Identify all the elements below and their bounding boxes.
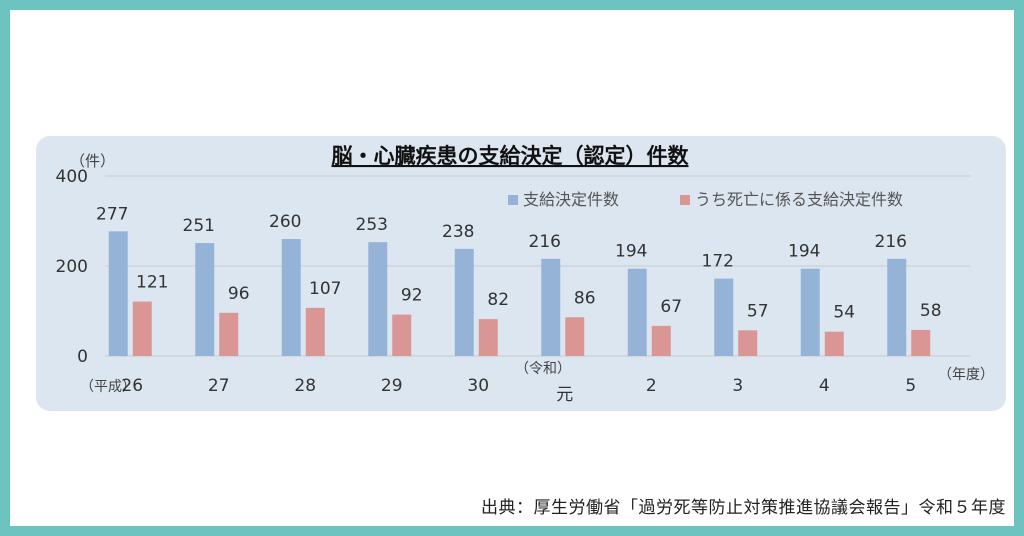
bar: [887, 258, 907, 356]
data-label: 216: [529, 232, 561, 252]
bar: [627, 268, 647, 356]
plot-area: 0200400277121262519627260107282539229238…: [56, 167, 970, 405]
legend: 支給決定件数 うち死亡に係る支給決定件数: [508, 190, 903, 209]
bar: [714, 278, 734, 356]
bar: [800, 268, 820, 356]
bar: [738, 330, 758, 356]
x-tick-label: 29: [381, 376, 403, 396]
data-label: 107: [309, 279, 341, 299]
bar: [454, 248, 474, 356]
data-label: 82: [487, 290, 509, 310]
bar: [824, 331, 844, 356]
data-label: 58: [920, 301, 942, 321]
bar: [565, 317, 585, 356]
x-tick-label: 4: [819, 376, 830, 396]
data-label: 216: [875, 232, 907, 252]
bar: [478, 319, 498, 356]
bar: [195, 243, 215, 356]
data-label: 67: [660, 297, 682, 317]
bar: [392, 314, 412, 356]
data-label: 194: [788, 242, 820, 262]
y-tick-label: 400: [56, 167, 88, 187]
y-axis-unit: （件）: [70, 152, 115, 170]
x-tick-label: 26: [121, 376, 143, 396]
bar: [132, 301, 152, 356]
legend-swatch-1: [680, 195, 690, 205]
bar: [368, 242, 388, 356]
data-label: 86: [574, 288, 596, 308]
data-label: 96: [228, 284, 250, 304]
y-tick-label: 200: [56, 257, 88, 277]
bar: [219, 312, 239, 356]
era-label-heisei: （平成）: [80, 379, 136, 395]
data-label: 260: [269, 212, 301, 232]
x-axis-unit: （年度）: [938, 367, 994, 383]
data-label: 92: [401, 286, 423, 306]
data-label: 194: [615, 242, 647, 262]
bar-chart: 脳・心臓疾患の支給決定（認定）件数 （件） （平成） （令和） （年度） 支給決…: [56, 144, 994, 405]
legend-label-0: 支給決定件数: [523, 190, 619, 209]
x-tick-label: 27: [208, 376, 230, 396]
x-tick-label: 30: [467, 376, 489, 396]
data-label: 277: [96, 204, 128, 224]
bar: [651, 325, 671, 356]
data-label: 172: [702, 252, 734, 272]
source-citation: 出典：厚生労働省「過労死等防止対策推進協議会報告」令和５年度: [481, 498, 1006, 518]
x-tick-label: 元: [556, 385, 573, 405]
page: 脳・心臓疾患の支給決定（認定）件数 （件） （平成） （令和） （年度） 支給決…: [10, 10, 1014, 526]
era-label-reiwa: （令和）: [515, 361, 571, 377]
bar: [911, 329, 931, 356]
x-tick-label: 28: [294, 376, 316, 396]
x-tick-label: 2: [646, 376, 657, 396]
data-label: 251: [183, 216, 215, 236]
bar: [108, 231, 128, 356]
bar: [305, 307, 325, 356]
bar: [541, 258, 561, 356]
data-label: 238: [442, 222, 474, 242]
data-label: 253: [356, 215, 388, 235]
chart-title: 脳・心臓疾患の支給決定（認定）件数: [332, 144, 690, 168]
data-label: 57: [747, 301, 769, 321]
y-tick-label: 0: [77, 347, 88, 367]
legend-swatch-0: [508, 195, 518, 205]
x-tick-label: 3: [732, 376, 743, 396]
bar: [281, 239, 301, 356]
legend-label-1: うち死亡に係る支給決定件数: [695, 190, 903, 209]
x-tick-label: 5: [905, 376, 916, 396]
data-label: 121: [136, 273, 168, 293]
data-label: 54: [833, 303, 855, 323]
